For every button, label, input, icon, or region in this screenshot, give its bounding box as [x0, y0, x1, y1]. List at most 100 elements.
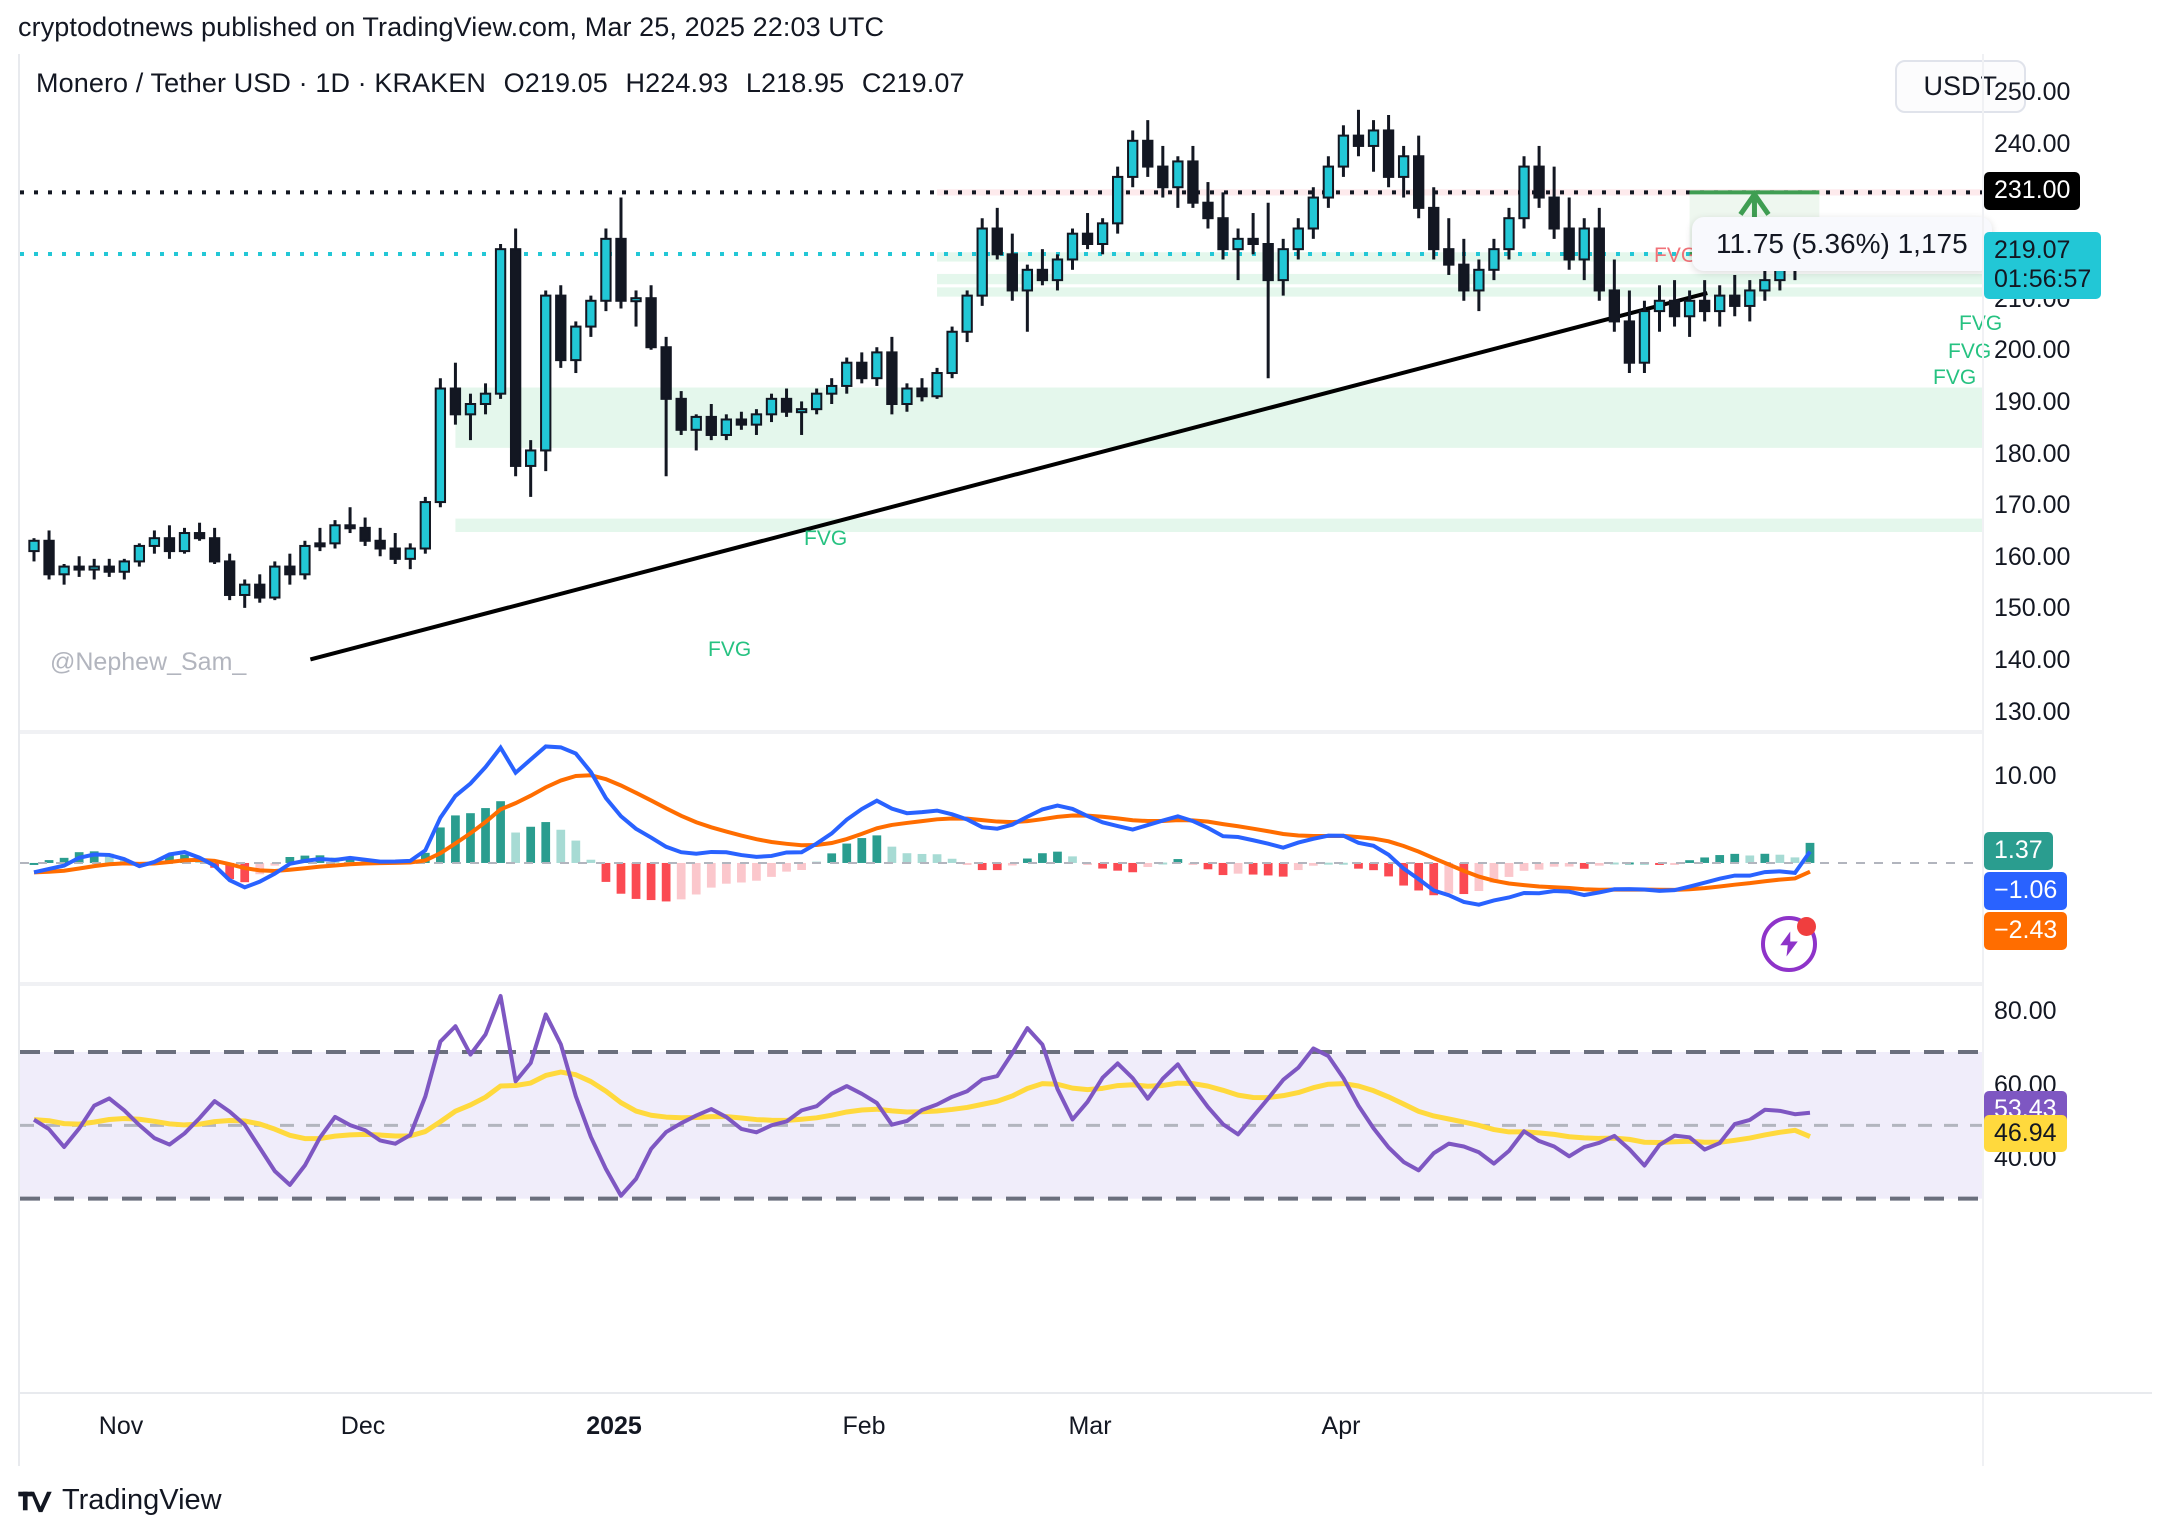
macd-histogram-bar [496, 801, 505, 863]
macd-histogram-bar [1609, 862, 1619, 865]
macd-histogram-bar [1173, 859, 1183, 863]
candle-body [1548, 196, 1560, 230]
currency-unit-button[interactable]: USDT [1894, 60, 2026, 113]
macd-value-badge[interactable]: 1.37 [1984, 832, 2053, 870]
macd-histogram-bar [1308, 862, 1318, 866]
candle-body [178, 532, 191, 553]
publish-text: cryptodotnews published on TradingView.c… [18, 11, 885, 42]
price-tick-label: 130.00 [1994, 697, 2071, 726]
candle-body [720, 418, 733, 436]
candle-body [1292, 227, 1304, 251]
legend-separator-2: · [357, 68, 367, 98]
macd-histogram-bar [1248, 862, 1258, 875]
macd-histogram-bar [1579, 862, 1589, 869]
macd-histogram-bar [857, 838, 867, 863]
macd-histogram-bar [1549, 862, 1559, 867]
macd-histogram-bar [1369, 862, 1378, 871]
candle-body [841, 361, 853, 387]
macd-histogram-bar [1459, 862, 1469, 895]
macd-histogram-bar [691, 862, 701, 895]
price-pane[interactable] [20, 84, 1982, 724]
candle-body [645, 297, 657, 349]
macd-value-badge[interactable]: −2.43 [1984, 912, 2068, 950]
candle-body [916, 387, 928, 398]
candle-body [404, 547, 416, 560]
macd-histogram-bar [1324, 862, 1333, 865]
candle-body [1774, 268, 1786, 282]
macd-histogram-bar [721, 862, 731, 884]
macd-histogram-bar [1278, 862, 1288, 877]
pane-divider-1 [20, 730, 1982, 732]
candle-body [1111, 175, 1124, 225]
macd-histogram-bar [676, 862, 686, 900]
macd-histogram-bar [1775, 854, 1785, 863]
resistance-price-badge[interactable]: 231.00 [1984, 172, 2081, 210]
candle-body [856, 361, 868, 380]
macd-histogram-bar [1700, 857, 1710, 863]
rsi-line [32, 993, 1811, 1198]
candle-body [1367, 129, 1380, 147]
time-tick-label: Nov [98, 1412, 144, 1440]
legend-exchange[interactable]: KRAKEN [374, 68, 486, 98]
candle-body [585, 299, 597, 328]
macd-histogram-bar [887, 846, 897, 863]
candle-body [1563, 227, 1575, 261]
macd-histogram-bar [1203, 862, 1213, 870]
macd-histogram-bar [1685, 860, 1694, 863]
last-price-badge[interactable]: 219.07 01:56:57 [1984, 231, 2102, 299]
candle-body [1683, 299, 1696, 318]
macd-histogram-bar [436, 827, 445, 863]
price-scale[interactable]: 250.00240.00230.00220.00210.00200.00190.… [1982, 54, 2150, 1466]
candle-body [1217, 217, 1229, 251]
candle-body [886, 351, 898, 405]
macd-pane[interactable] [20, 732, 1982, 980]
candle-body [1668, 299, 1681, 318]
fvg-label-5: FVG [708, 638, 752, 661]
macd-histogram-bar [827, 853, 837, 863]
candle-body [1397, 155, 1410, 178]
uptrend-line [309, 291, 1708, 662]
time-tick-label: Dec [340, 1412, 386, 1440]
macd-histogram-bar [1730, 853, 1740, 863]
macd-histogram-bar [1504, 862, 1514, 877]
candle-body [1413, 155, 1425, 209]
macd-histogram-bar [1083, 862, 1092, 865]
author-watermark: @Nephew_Sam_ [50, 648, 247, 676]
candle-body [359, 526, 371, 542]
macd-histogram-bar [571, 840, 581, 863]
candle-body [419, 501, 431, 550]
macd-chart-svg [20, 744, 1982, 907]
macd-histogram-bar [1429, 862, 1439, 896]
macd-value-badge[interactable]: −1.06 [1984, 872, 2068, 910]
rsi-value-badge[interactable]: 46.94 [1984, 1114, 2067, 1153]
rsi-pane[interactable] [20, 984, 1982, 1226]
macd-histogram-bar [270, 862, 280, 866]
macd-histogram-bar [240, 862, 250, 883]
macd-histogram-bar [1188, 862, 1198, 865]
macd-histogram-bar [1444, 862, 1454, 894]
legend-symbol[interactable]: Monero / Tether USD [36, 68, 292, 98]
lightning-bolt-icon[interactable] [1761, 916, 1817, 972]
last-price-value: 219.07 [1994, 235, 2071, 264]
macd-histogram-bar [526, 826, 536, 863]
price-tick-label: 240.00 [1994, 129, 2071, 158]
candle-body [1729, 294, 1741, 307]
candle-body [1157, 165, 1169, 189]
candle-body [88, 565, 100, 571]
macd-histogram-bar [1354, 862, 1363, 869]
candle-body [1458, 263, 1470, 292]
trendline-group [309, 291, 1708, 662]
macd-histogram-bar [1218, 862, 1228, 876]
macd-histogram-bar [586, 859, 596, 863]
price-chart-svg [20, 109, 1982, 662]
candle-body [615, 237, 627, 302]
legend-interval[interactable]: 1D [315, 68, 351, 98]
candle-body [660, 346, 672, 400]
candle-body [946, 330, 958, 375]
macd-histogram-bar [29, 862, 39, 865]
candle-body [269, 565, 281, 599]
candle-body [1653, 299, 1666, 313]
macd-histogram-bar [1128, 862, 1138, 873]
time-axis[interactable]: Nov Dec 2025 Feb Mar Apr [20, 1392, 2152, 1466]
macd-main-line [33, 744, 1812, 907]
